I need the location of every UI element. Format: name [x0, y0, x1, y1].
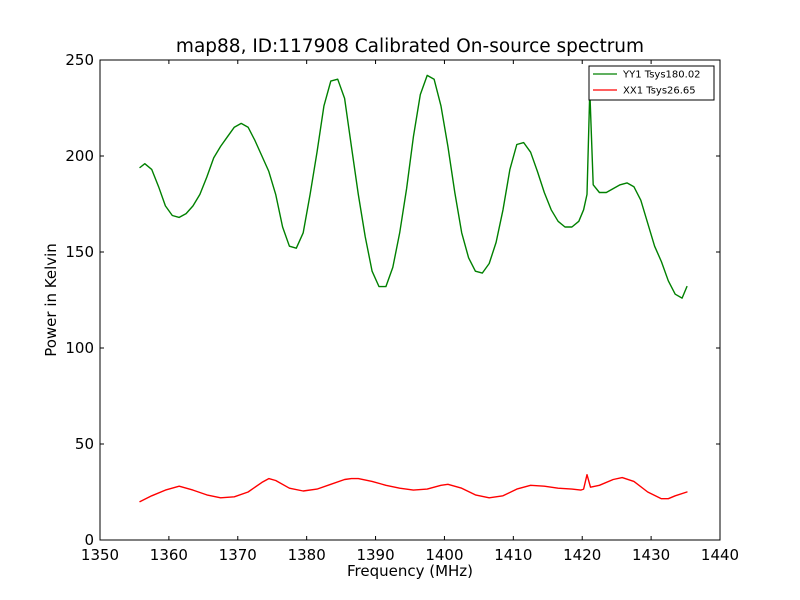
x-tick-label: 1390	[356, 546, 394, 564]
series-line-xx1	[139, 474, 688, 503]
chart-title: map88, ID:117908 Calibrated On-source sp…	[176, 36, 644, 57]
y-tick-label: 200	[65, 147, 94, 165]
legend: YY1 Tsys180.02 XX1 Tsys26.65	[588, 65, 715, 101]
x-axis-label: Frequency (MHz)	[347, 562, 473, 580]
series-layer	[139, 74, 688, 503]
x-tick-label: 1380	[288, 546, 326, 564]
legend-box	[588, 65, 715, 101]
y-tick-label: 150	[65, 243, 94, 261]
plot-area	[99, 59, 721, 541]
y-tick-label: 250	[65, 51, 94, 69]
legend-label-xx1: XX1 Tsys26.65	[623, 86, 696, 97]
x-tick-label: 1420	[563, 546, 601, 564]
x-tick-label: 1360	[150, 546, 188, 564]
x-tick-label: 1440	[701, 546, 739, 564]
x-tick-label: 1430	[632, 546, 670, 564]
y-tick-label: 100	[65, 339, 94, 357]
x-axis: 1350 1360 1370 1380 1390 1400 1410 1420 1430 1440	[81, 60, 739, 564]
y-tick-label: 50	[75, 435, 94, 453]
y-axis: 0 50 100 150 200 250	[65, 51, 720, 549]
series-line-yy1	[139, 74, 688, 299]
x-tick-label: 1400	[425, 546, 463, 564]
x-tick-label: 1350	[81, 546, 119, 564]
legend-label-yy1: YY1 Tsys180.02	[622, 70, 701, 81]
x-tick-label: 1370	[219, 546, 257, 564]
x-tick-label: 1410	[494, 546, 532, 564]
y-axis-label: Power in Kelvin	[42, 243, 60, 357]
y-tick-label: 0	[84, 531, 94, 549]
